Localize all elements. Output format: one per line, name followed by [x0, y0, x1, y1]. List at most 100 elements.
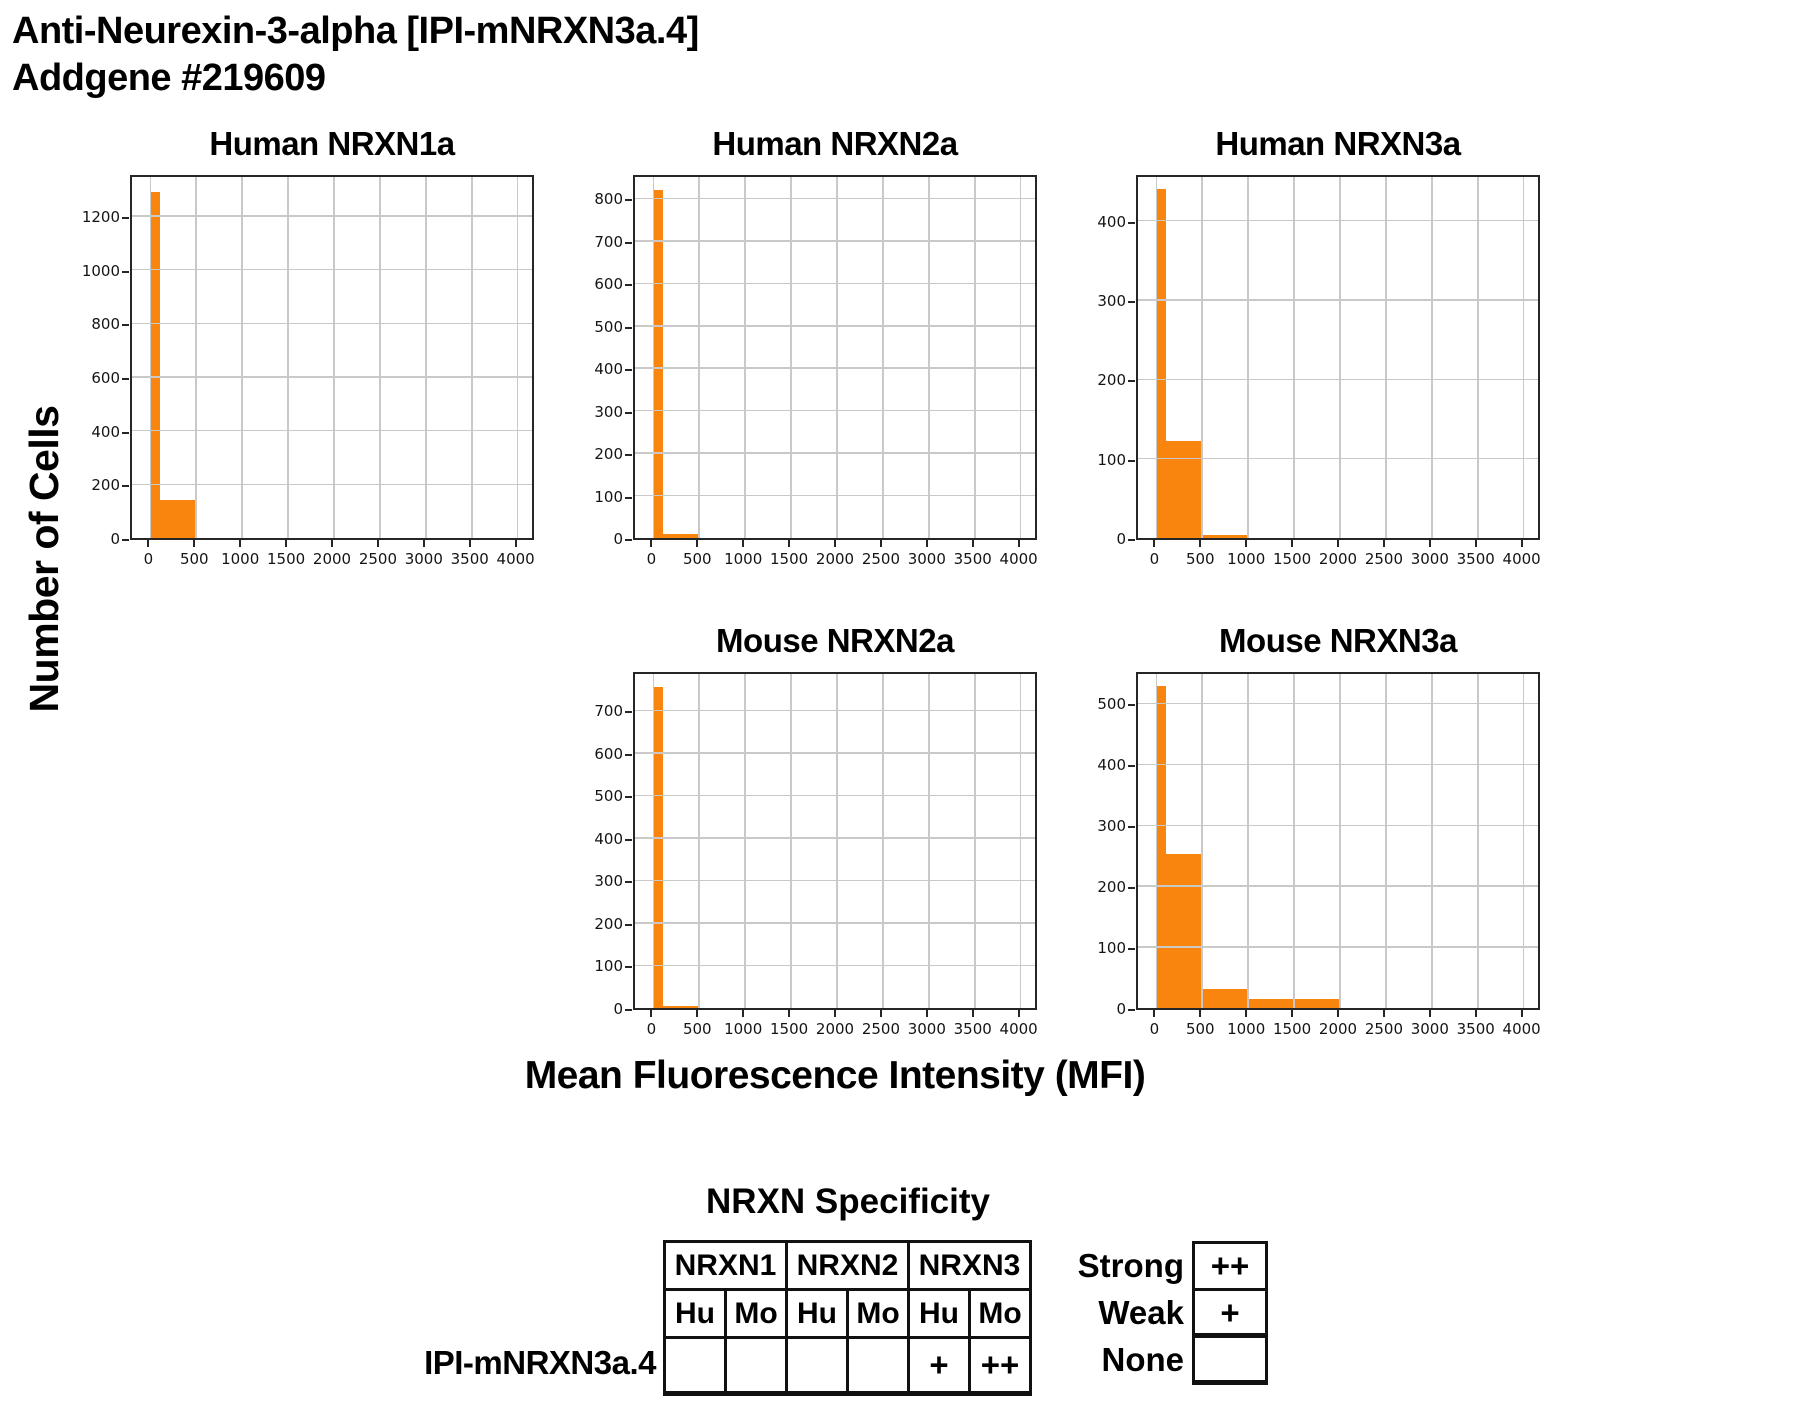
tick-mark — [1128, 300, 1135, 303]
tick-mark — [971, 540, 974, 547]
x-tick-label: 1000 — [1227, 550, 1266, 568]
spec-group-nrxn2: NRXN2 — [785, 1240, 910, 1291]
gridline — [790, 674, 792, 1008]
spec-subheader-1: Mo — [724, 1288, 788, 1339]
x-tick-label: 2000 — [815, 1020, 855, 1038]
x-tick-label: 0 — [143, 550, 154, 568]
tick-mark — [879, 540, 882, 547]
y-tick-label: 100 — [1097, 939, 1126, 958]
gridline — [635, 197, 1035, 200]
x-tick-label: 2000 — [1318, 1020, 1358, 1038]
tick-mark — [147, 540, 150, 547]
x-tick-label: 4000 — [999, 550, 1038, 568]
plot-area — [633, 175, 1037, 540]
x-tick-label: 1500 — [1272, 1020, 1312, 1038]
gridline — [1247, 674, 1249, 1008]
tick-mark — [1520, 1010, 1523, 1017]
spec-group-nrxn3: NRXN3 — [907, 1240, 1032, 1291]
tick-mark — [1337, 1010, 1339, 1017]
x-tick-label: 1000 — [724, 1020, 763, 1038]
gridline — [241, 177, 243, 538]
x-tick-label: 500 — [682, 550, 712, 568]
y-tick-label: 400 — [91, 422, 120, 441]
gridline — [132, 483, 532, 486]
x-tick-label: 4000 — [1502, 550, 1541, 568]
x-tick-label: 2000 — [312, 550, 352, 568]
x-tick-label: 3000 — [907, 550, 946, 568]
x-tick-label: 500 — [682, 1020, 712, 1038]
page-subtitle: Addgene #219609 — [12, 57, 326, 100]
tick-mark — [625, 496, 632, 499]
tick-mark — [1017, 1010, 1020, 1017]
gridline — [928, 177, 930, 538]
tick-mark — [925, 540, 928, 547]
gridline — [1138, 885, 1538, 887]
chart-title: Human NRXN3a — [1215, 125, 1461, 162]
tick-mark — [971, 1010, 974, 1017]
y-tick-label: 700 — [594, 232, 623, 251]
y-tick-label: 600 — [594, 275, 623, 294]
histogram-human-nrxn2a: Human NRXN2a 0 500 1000 1500 2000 2500 3000 3500… — [594, 125, 1037, 568]
page-header: Anti-Neurexin-3-alpha [IPI-mNRXN3a.4] Ad… — [12, 8, 699, 102]
x-tick-label: 3500 — [953, 550, 992, 568]
tick-mark — [1245, 540, 1248, 547]
tick-mark — [122, 216, 129, 219]
gridline — [635, 752, 1035, 754]
tick-mark — [122, 324, 129, 327]
gridline — [1138, 457, 1538, 460]
tick-mark — [650, 1010, 653, 1017]
chart-title: Human NRXN1a — [209, 125, 455, 162]
x-tick-label: 2500 — [861, 1020, 900, 1038]
gridline — [635, 709, 1035, 712]
tick-mark — [834, 540, 836, 547]
tick-mark — [834, 1010, 836, 1017]
tick-mark — [625, 326, 632, 329]
gridline — [1155, 177, 1158, 538]
y-tick-label: 100 — [594, 487, 623, 506]
tick-mark — [1337, 540, 1339, 547]
gridline — [698, 674, 701, 1008]
gridline — [635, 922, 1035, 924]
tick-mark — [625, 923, 632, 926]
tick-mark — [468, 540, 471, 547]
histogram-human-nrxn3a: Human NRXN3a 0 500 1000 1500 2000 2500 3000 3500… — [1097, 125, 1540, 568]
spec-value-3 — [846, 1336, 910, 1396]
spec-table-title: NRXN Specificity — [706, 1182, 990, 1221]
gridline — [1138, 763, 1538, 766]
x-tick-label: 500 — [1185, 1020, 1215, 1038]
gridline — [1385, 177, 1387, 538]
tick-mark — [1128, 380, 1135, 383]
y-tick-label: 500 — [594, 787, 623, 806]
tick-mark — [1128, 1009, 1135, 1011]
gridline — [132, 322, 532, 325]
tick-mark — [1245, 1010, 1248, 1017]
gridline — [1201, 674, 1204, 1008]
y-tick-label: 400 — [594, 360, 623, 379]
legend-label: None — [1101, 1341, 1185, 1378]
gridline — [1431, 177, 1433, 538]
y-tick-label: 200 — [594, 914, 623, 933]
y-tick-label: 600 — [91, 368, 120, 387]
gridline — [425, 177, 427, 538]
legend-box: ++ — [1192, 1241, 1268, 1291]
tick-mark — [122, 270, 129, 273]
tick-mark — [742, 1010, 745, 1017]
tick-mark — [239, 540, 242, 547]
tick-mark — [1017, 540, 1020, 547]
tick-mark — [1291, 540, 1294, 547]
tick-mark — [1128, 826, 1135, 829]
gridline — [1138, 702, 1538, 705]
x-tick-label: 1000 — [221, 550, 260, 568]
legend-row-weak: Weak + — [1050, 1288, 1268, 1338]
gridline — [744, 177, 746, 538]
tick-mark — [879, 1010, 882, 1017]
y-tick-label: 0 — [613, 530, 623, 548]
histogram-bar — [1156, 686, 1167, 1008]
tick-mark — [788, 540, 791, 547]
gridline — [698, 177, 701, 538]
tick-mark — [1291, 1010, 1294, 1017]
gridline — [1385, 674, 1387, 1008]
spec-table: NRXN1 NRXN2 NRXN3 Hu Mo Hu Mo Hu Mo + ++ — [663, 1240, 1032, 1396]
gridline — [1339, 177, 1341, 538]
y-tick-label: 1200 — [81, 207, 120, 226]
